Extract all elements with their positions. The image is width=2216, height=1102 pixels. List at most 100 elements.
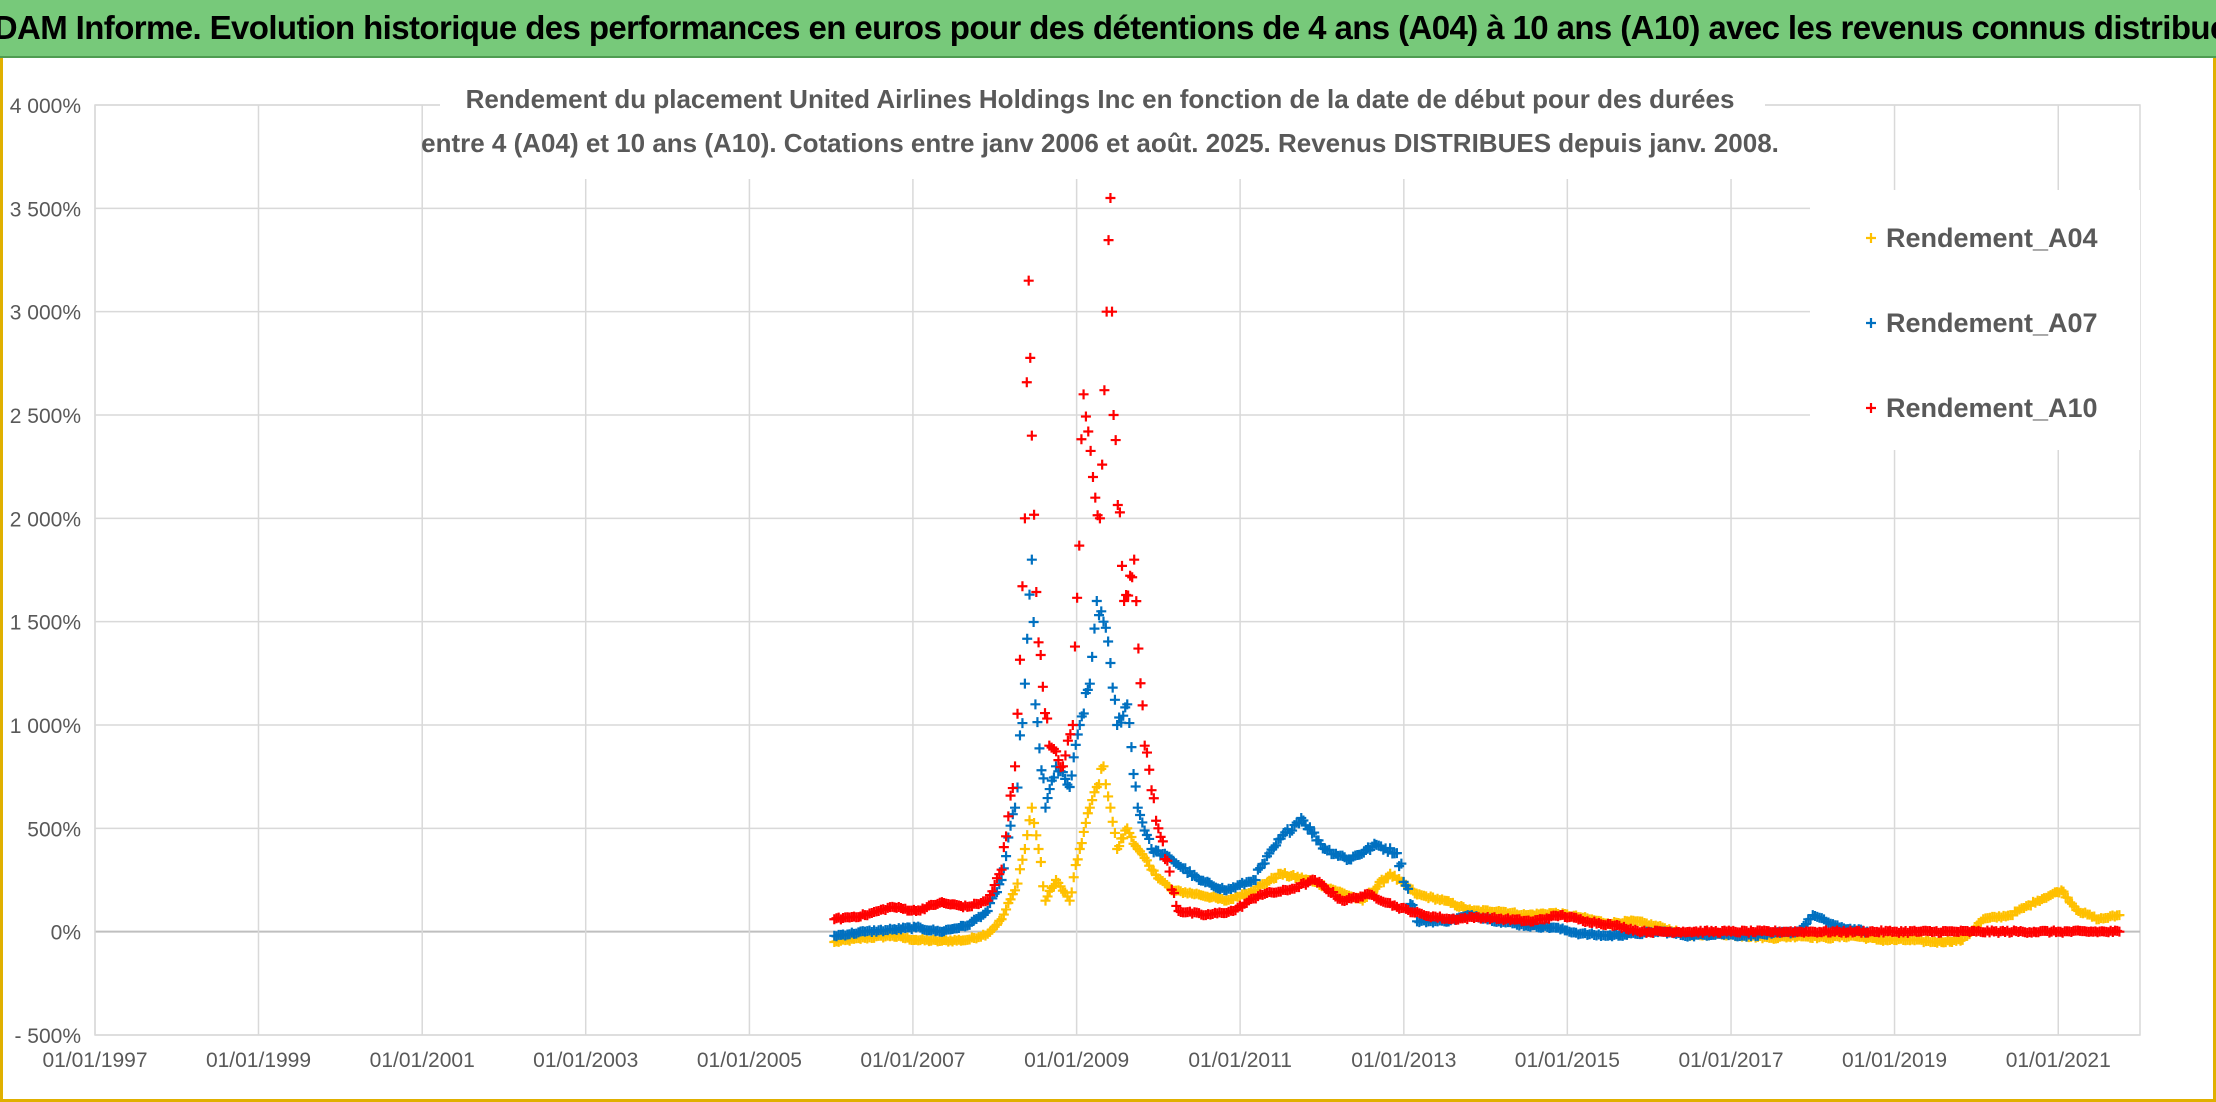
data-point [1137, 817, 1148, 828]
data-point [1107, 816, 1118, 827]
data-point [1069, 641, 1080, 652]
data-point [1080, 411, 1091, 422]
data-point [1007, 783, 1018, 794]
data-point [1385, 843, 1396, 854]
data-point [1038, 881, 1049, 892]
y-tick-label: 1 000% [10, 715, 81, 738]
data-point [1065, 729, 1076, 740]
data-point [1082, 808, 1093, 819]
data-point [1072, 854, 1083, 865]
data-point [1117, 560, 1127, 571]
data-point [1035, 856, 1046, 867]
legend-label: Rendement_A04 [1886, 223, 2098, 253]
report-banner: ADAM Informe. Evolution historique des p… [0, 0, 2216, 58]
data-point [1038, 773, 1049, 784]
data-point [1084, 802, 1095, 813]
data-point [1078, 708, 1089, 719]
data-point [2056, 885, 2067, 896]
data-point [1110, 435, 1121, 446]
data-point [998, 842, 1009, 853]
returns-scatter-chart: - 500% 0% 500% 1 000% 1 500% 2 000% 2 500% 3 00… [10, 63, 2141, 1072]
data-point [1026, 802, 1037, 813]
x-tick-label: 01/01/2021 [2006, 1049, 2111, 1072]
data-point [2048, 925, 2059, 936]
x-tick-label: 01/01/2003 [533, 1049, 638, 1072]
data-point [1019, 678, 1030, 689]
x-tick-label: 01/01/2015 [1515, 1049, 1620, 1072]
data-point [1074, 540, 1085, 551]
data-point [2114, 926, 2125, 937]
data-point [1271, 840, 1282, 851]
data-point [1091, 596, 1102, 606]
data-point [1017, 581, 1028, 592]
data-point [1304, 822, 1315, 833]
data-point [1118, 710, 1129, 721]
data-point [1103, 791, 1114, 802]
data-point [1083, 426, 1094, 437]
data-point [1087, 795, 1098, 806]
legend-label: Rendement_A07 [1886, 308, 2098, 338]
data-point [1028, 617, 1039, 628]
data-point [1105, 802, 1116, 813]
x-tick-label: 01/01/2019 [1842, 1049, 1947, 1072]
data-point [1051, 746, 1062, 757]
x-tick-label: 01/01/1999 [206, 1049, 311, 1072]
data-point [1099, 385, 1110, 396]
data-point [1010, 761, 1021, 772]
data-point [982, 906, 993, 916]
chart-title-background [440, 63, 1765, 179]
data-point [2058, 886, 2069, 897]
data-point [1129, 554, 1140, 565]
data-point [1122, 699, 1133, 710]
data-point [1090, 492, 1101, 503]
data-point [1033, 637, 1044, 648]
data-point [1124, 718, 1135, 729]
data-point [1031, 830, 1042, 841]
data-point [989, 880, 1000, 891]
data-point [1097, 459, 1108, 470]
data-point [1022, 830, 1033, 841]
data-point [1128, 838, 1139, 849]
legend-background [1810, 190, 2140, 450]
data-point [1118, 833, 1129, 844]
data-point [1048, 772, 1059, 783]
data-point [1040, 708, 1050, 719]
data-point [1060, 750, 1071, 761]
data-point [1068, 872, 1079, 883]
data-point [1119, 596, 1130, 606]
data-point [1012, 878, 1023, 889]
series-layer [829, 193, 2125, 948]
data-point [1135, 810, 1146, 821]
data-point [1141, 855, 1152, 866]
data-point [1074, 844, 1085, 854]
data-point [1029, 509, 1040, 520]
data-point [1066, 770, 1077, 781]
data-point [1144, 764, 1155, 775]
data-point [1103, 235, 1114, 246]
data-point [1107, 682, 1118, 693]
data-point [1132, 802, 1143, 813]
x-tick-label: 01/01/1997 [42, 1049, 147, 1072]
data-point [1087, 651, 1098, 662]
y-tick-label: - 500% [14, 1025, 81, 1048]
data-point [1100, 779, 1111, 790]
legend-label: Rendement_A10 [1886, 393, 2098, 423]
data-point [998, 909, 1009, 920]
data-point [1014, 730, 1025, 741]
data-point [1391, 848, 1402, 859]
data-point [1037, 681, 1048, 692]
x-tick-label: 01/01/2007 [860, 1049, 965, 1072]
data-point [1005, 894, 1016, 905]
data-point [1046, 882, 1057, 893]
data-point [1146, 785, 1157, 796]
series-Rendement_A07 [829, 554, 1873, 942]
data-point [996, 875, 1007, 885]
data-point [1098, 616, 1109, 627]
data-point [1057, 761, 1068, 772]
data-point [1026, 554, 1037, 565]
y-tick-label: 2 000% [10, 508, 81, 531]
data-point [1042, 713, 1053, 724]
report-title: ADAM Informe. Evolution historique des p… [0, 9, 2216, 46]
data-point [1112, 500, 1123, 511]
y-tick-label: 2 500% [10, 405, 81, 428]
